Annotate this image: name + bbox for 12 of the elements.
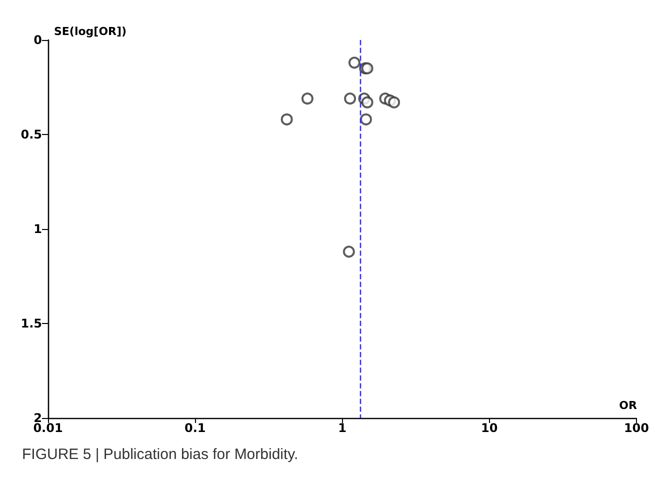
x-axis-title: OR xyxy=(619,399,638,412)
y-tick-label: 1 xyxy=(34,222,42,236)
x-tick-label: 100 xyxy=(624,421,650,435)
caption: FIGURE 5 | Publication bias for Morbidity. xyxy=(22,446,298,463)
y-axis-title: SE(log[OR]) xyxy=(54,25,127,38)
x-tick-label: 10 xyxy=(481,421,498,435)
x-tick-label: 1 xyxy=(338,421,346,435)
y-tick-label: 0 xyxy=(34,33,42,47)
y-tick-label: 0.5 xyxy=(20,128,42,142)
x-tick-label: 0.01 xyxy=(33,421,63,435)
y-tick-label: 1.5 xyxy=(20,316,42,330)
x-tick-label: 0.1 xyxy=(184,421,206,435)
